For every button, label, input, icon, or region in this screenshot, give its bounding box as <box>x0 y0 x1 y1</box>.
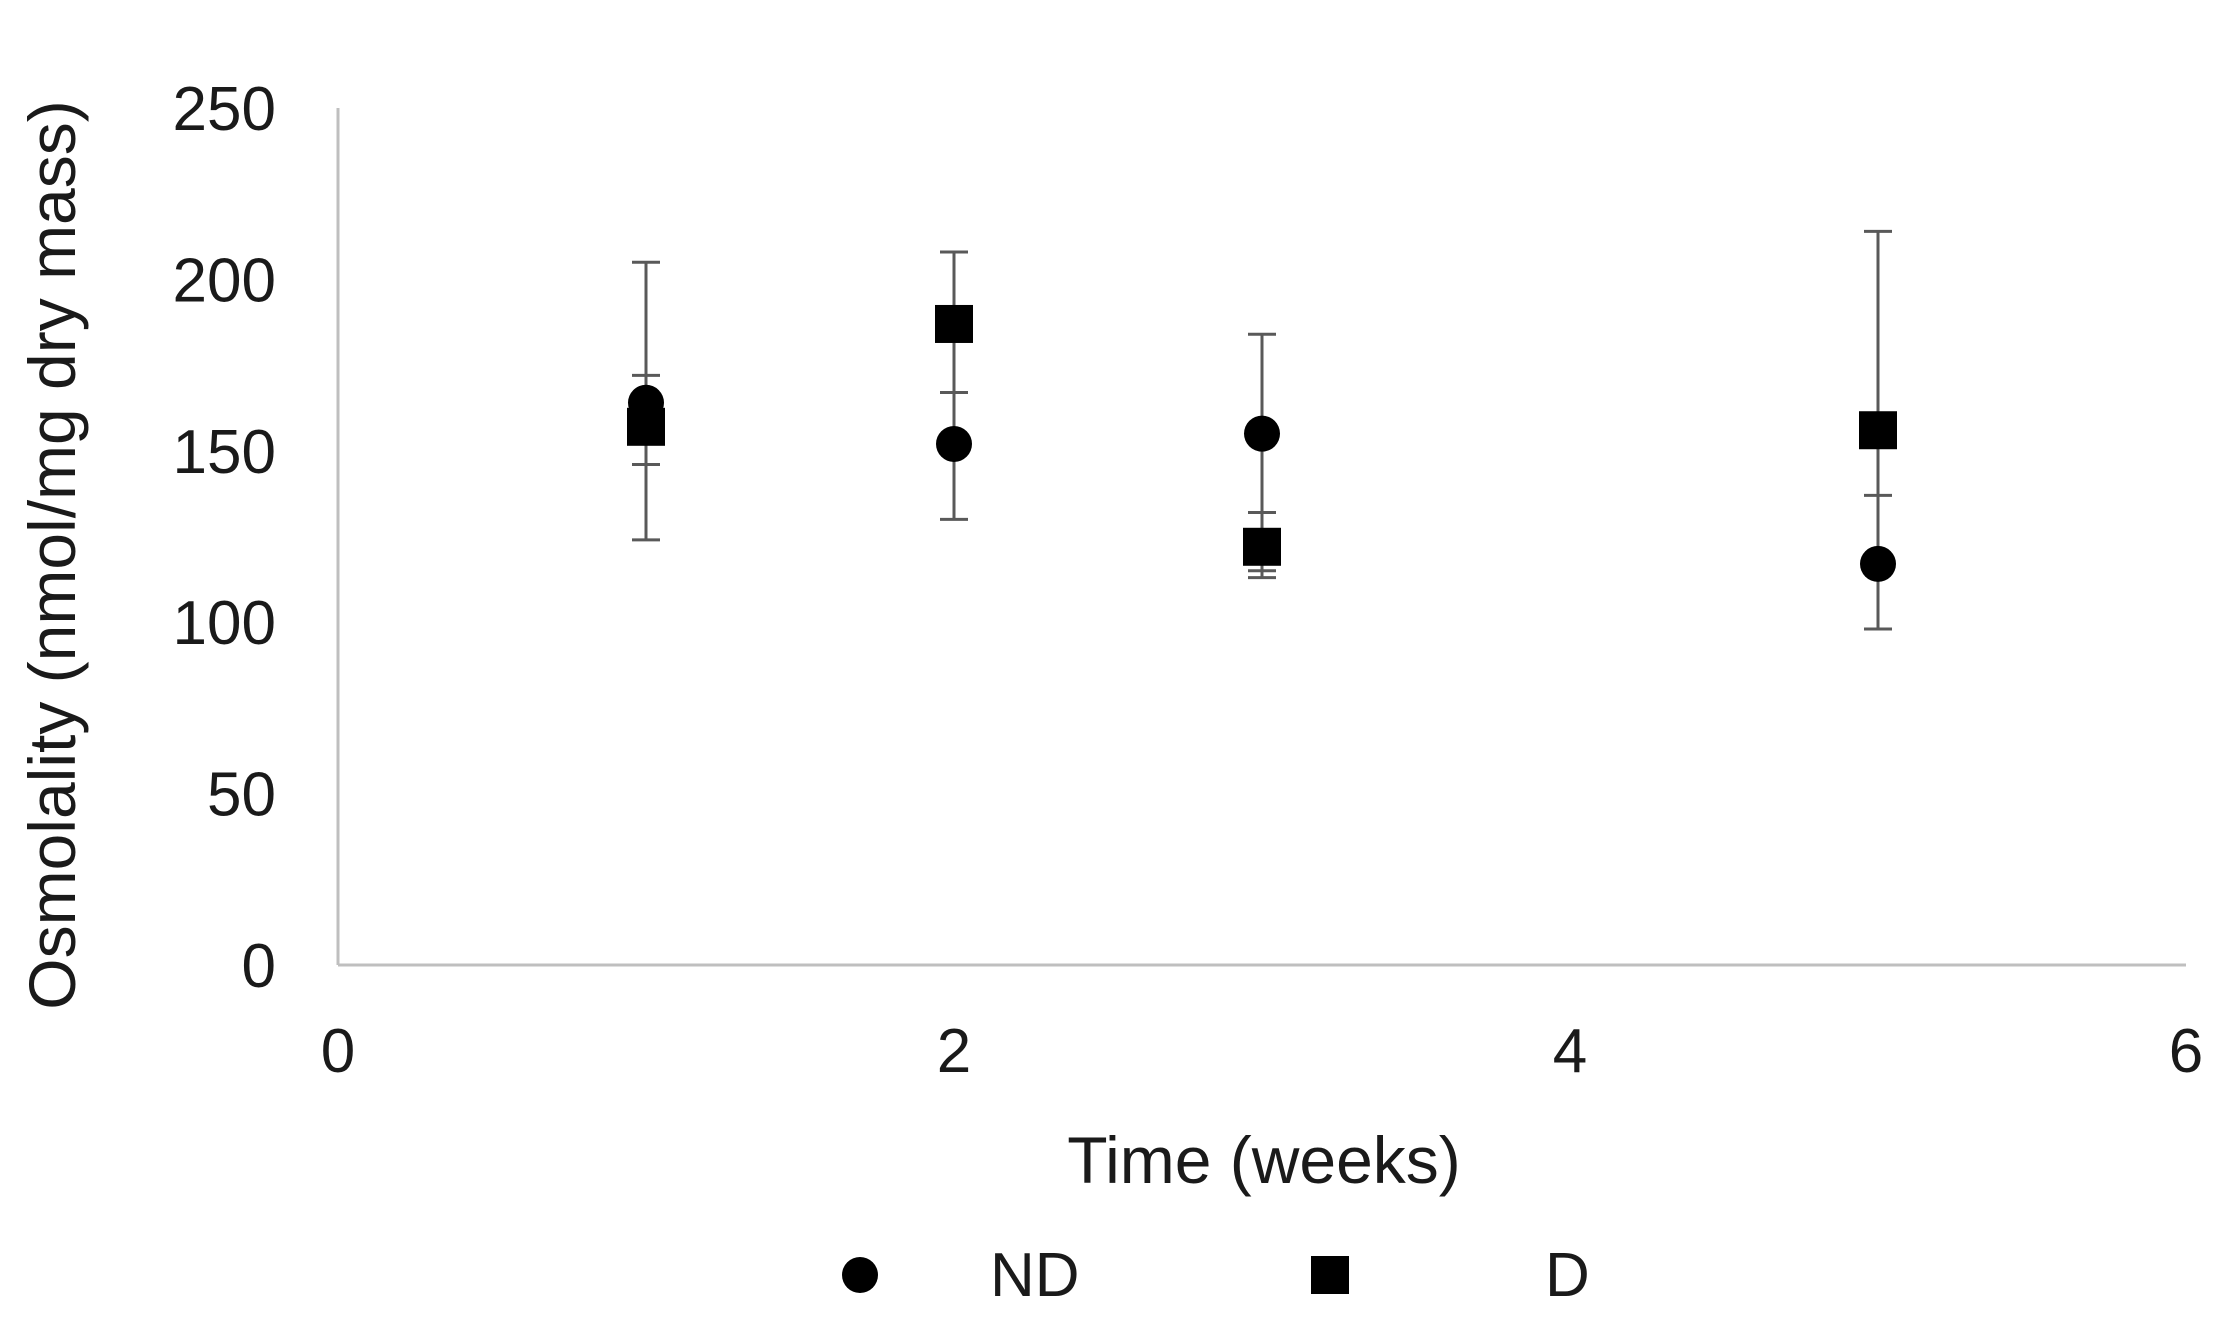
y-tick-label: 250 <box>173 75 276 144</box>
y-tick-label: 100 <box>173 589 276 658</box>
data-points <box>627 304 1897 582</box>
x-tick-label: 2 <box>937 1017 971 1086</box>
x-tick-label: 4 <box>1553 1017 1587 1086</box>
tick-labels: 0 50 100 150 200 250 0 2 4 6 <box>173 75 2204 1086</box>
legend: ND D <box>842 1241 1590 1310</box>
y-tick-label: 200 <box>173 246 276 315</box>
axes <box>336 108 2186 967</box>
y-tick-label: 150 <box>173 418 276 487</box>
point-d <box>1243 527 1281 566</box>
point-nd <box>1860 545 1896 582</box>
y-tick-label: 0 <box>242 932 276 1001</box>
y-axis-title: Osmolality (nmol/mg dry mass) <box>15 100 89 1009</box>
point-d <box>1859 411 1897 450</box>
legend-marker-d <box>1311 1256 1349 1294</box>
legend-marker-nd <box>842 1257 878 1293</box>
y-tick-label: 50 <box>207 761 276 830</box>
point-nd <box>1244 415 1280 452</box>
legend-label-nd: ND <box>990 1241 1080 1310</box>
legend-label-d: D <box>1545 1241 1590 1310</box>
x-tick-label: 6 <box>2169 1017 2203 1086</box>
x-axis-title: Time (weeks) <box>1067 1123 1461 1197</box>
point-d <box>627 407 665 446</box>
x-tick-label: 0 <box>321 1017 355 1086</box>
point-d <box>935 304 973 343</box>
point-nd <box>936 425 972 462</box>
